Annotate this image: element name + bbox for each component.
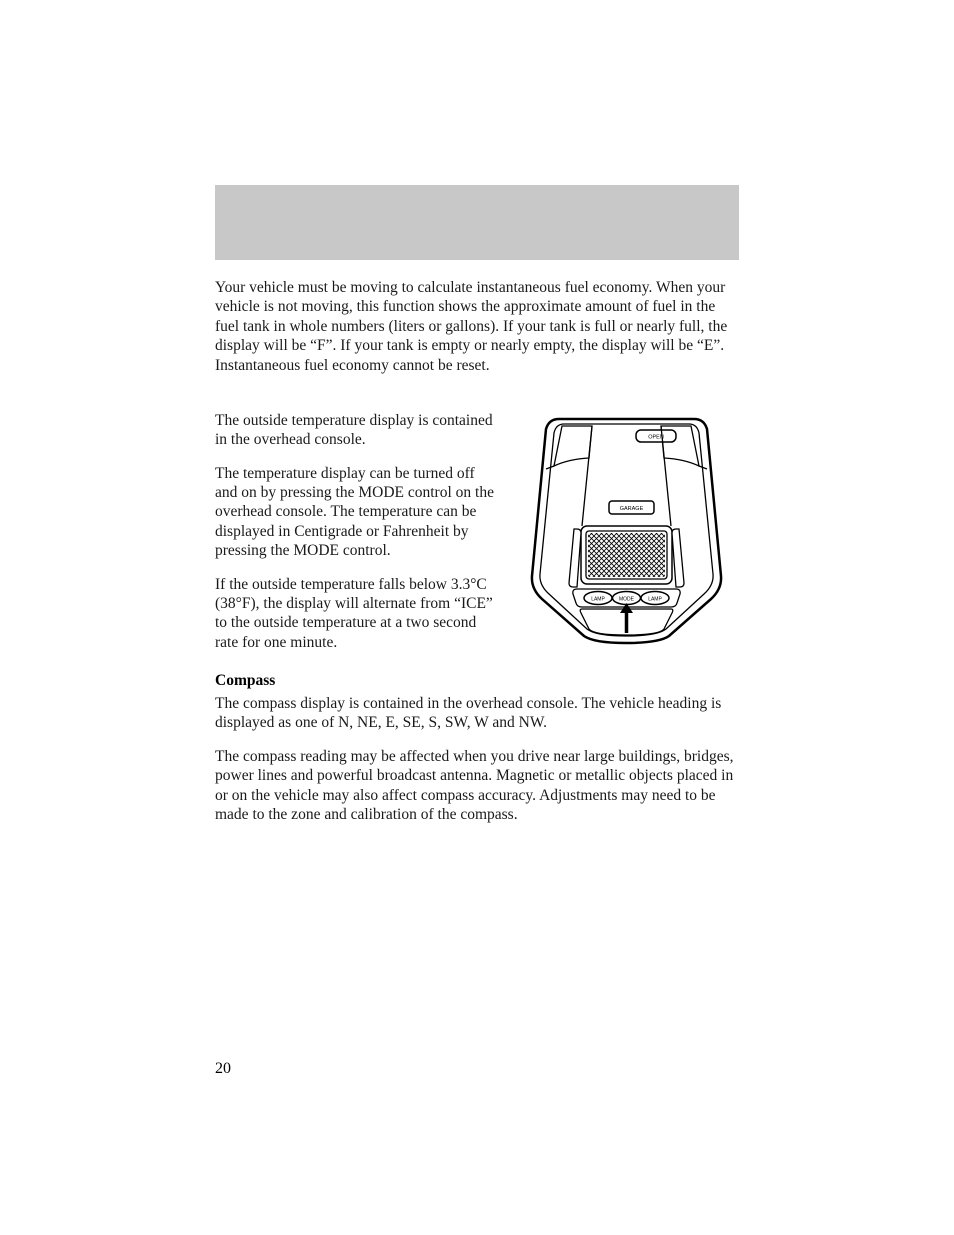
two-column-layout: The outside temperature display is conta… bbox=[215, 411, 739, 666]
page-container: Your vehicle must be moving to calculate… bbox=[0, 0, 954, 824]
paragraph-compass-display: The compass display is contained in the … bbox=[215, 694, 739, 733]
paragraph-compass-accuracy: The compass reading may be affected when… bbox=[215, 747, 739, 825]
compass-heading: Compass bbox=[215, 672, 739, 690]
garage-label: GARAGE bbox=[619, 506, 643, 512]
lamp-right-label: LAMP bbox=[648, 596, 662, 602]
paragraph-ice-warning: If the outside temperature falls below 3… bbox=[215, 575, 495, 653]
text-column: The outside temperature display is conta… bbox=[215, 411, 495, 666]
paragraph-temp-display: The outside temperature display is conta… bbox=[215, 411, 495, 450]
page-number: 20 bbox=[215, 1060, 231, 1078]
diagram-column: OPEN GARAGE bbox=[513, 411, 739, 666]
paragraph-fuel-economy: Your vehicle must be moving to calculate… bbox=[215, 278, 739, 375]
mode-label: MODE bbox=[619, 596, 635, 602]
section-gap bbox=[215, 389, 739, 411]
overhead-console-diagram: OPEN GARAGE bbox=[514, 411, 739, 651]
lamp-left-label: LAMP bbox=[591, 596, 605, 602]
paragraph-temp-mode: The temperature display can be turned of… bbox=[215, 464, 495, 561]
header-bar bbox=[215, 185, 739, 260]
